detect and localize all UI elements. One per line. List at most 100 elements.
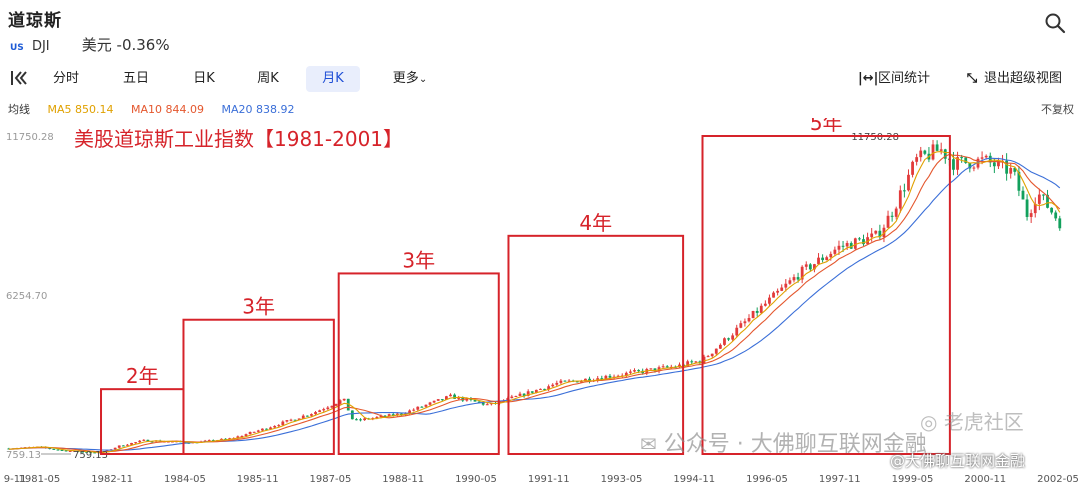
candle-body [862, 239, 865, 245]
candle-body [968, 162, 972, 169]
candle-body [281, 421, 285, 426]
candle-body [363, 418, 367, 421]
candle-body [776, 290, 780, 293]
candle-body [60, 449, 64, 451]
period-annotation-label: 3年 [242, 295, 275, 319]
candle-body [355, 419, 358, 421]
x-tick-label: 1984-05 [164, 474, 206, 485]
candle-body [48, 448, 52, 450]
period-annotation-box [182, 318, 335, 455]
candle-body [984, 155, 988, 158]
candle-body [800, 266, 804, 280]
candle-body [584, 378, 587, 381]
candle-body [637, 370, 640, 372]
candle-body [653, 368, 657, 372]
candle-body [310, 414, 313, 416]
candle-body [1054, 212, 1058, 219]
candle-body [960, 157, 964, 159]
candle-body [146, 439, 150, 442]
candle-body [931, 144, 935, 160]
candle-body [759, 305, 763, 313]
candle-body [130, 442, 133, 445]
candle-body [992, 162, 996, 167]
price-adjust-toggle[interactable]: 不复权 [1041, 103, 1074, 116]
x-tick-label: 1981-05 [19, 474, 61, 485]
candle-body [121, 445, 125, 447]
candle-body [297, 418, 301, 420]
candle-body [804, 264, 808, 267]
tab-five-day[interactable]: 五日 [122, 71, 149, 86]
ma10-value: MA10 844.09 [131, 103, 204, 116]
candle-body [432, 400, 436, 403]
candle-body [477, 401, 481, 403]
x-tick-label: 1999-05 [892, 474, 934, 485]
ma5-value: MA5 850.14 [47, 103, 114, 116]
y-axis-label: 11750.28 [6, 132, 54, 143]
period-tabs: 分时 五日 日K 周K 月K 更多⌄ |↔|区间统计 ⤡ 退出超级视图 [0, 64, 1080, 92]
header: 道琼斯 US DJI 美元 -0.36% [8, 6, 170, 54]
candle-body [436, 399, 440, 401]
period-annotation-box [337, 272, 500, 455]
candle-body [461, 397, 465, 401]
tab-weekly-k[interactable]: 周K [257, 71, 279, 86]
candle-body [988, 155, 992, 163]
candle-body [265, 428, 268, 430]
candle-body [841, 245, 845, 247]
candle-body [338, 400, 342, 404]
candle-body [727, 338, 730, 340]
interval-stats-label: 区间统计 [878, 71, 931, 86]
search-icon[interactable] [1044, 12, 1066, 34]
tab-more-label: 更多 [392, 71, 419, 86]
tab-daily-k[interactable]: 日K [193, 71, 215, 86]
candle-body [289, 419, 293, 421]
candle-body [702, 356, 706, 364]
candle-body [559, 380, 563, 383]
candle-body [735, 327, 739, 336]
candle-body [894, 208, 898, 217]
candle-body [886, 215, 890, 228]
ma20-line [8, 157, 1061, 451]
candle-body [1021, 190, 1025, 200]
candle-body [256, 430, 260, 432]
candle-body [551, 384, 555, 387]
candle-body [514, 395, 518, 397]
candle-body [596, 378, 600, 381]
candle-body [1042, 194, 1045, 196]
candle-body [743, 321, 747, 324]
candle-body [964, 157, 968, 163]
candle-body [56, 449, 60, 451]
x-tick-label: 1991-11 [528, 474, 570, 485]
candle-body [342, 398, 346, 401]
wechat-watermark-text: 公众号 · 大佛聊互联网金融 [663, 432, 927, 457]
candle-body [211, 440, 215, 442]
candle-body [882, 227, 886, 238]
candle-body [813, 264, 816, 270]
shrink-icon: ⤡ [966, 71, 978, 86]
interval-stats-button[interactable]: |↔|区间统计 [858, 66, 930, 92]
tab-monthly-k[interactable]: 月K [306, 66, 360, 92]
candle-body [633, 370, 636, 372]
tab-more[interactable]: 更多⌄ [384, 66, 436, 92]
candle-body [207, 440, 211, 442]
candle-body [878, 230, 882, 238]
candle-body [686, 361, 690, 367]
candle-body [183, 441, 187, 443]
candle-body [923, 150, 927, 154]
quote-row: US DJI 美元 -0.36% [10, 34, 170, 55]
wechat-watermark: ✉ 公众号 · 大佛聊互联网金融 [640, 426, 927, 458]
candle-body [980, 157, 984, 159]
candle-body [902, 190, 906, 192]
x-tick-label: 1997-11 [819, 474, 861, 485]
candle-body [248, 431, 252, 435]
candle-body [808, 264, 812, 270]
tab-intraday[interactable]: 分时 [52, 71, 79, 86]
candle-body [428, 402, 432, 405]
candle-body [706, 356, 710, 358]
exit-fullscreen-button[interactable]: ⤡ 退出超级视图 [964, 66, 1062, 92]
x-tick-label: 1987-05 [310, 474, 352, 485]
us-flag-icon: US [10, 43, 24, 53]
collapse-sidebar-icon[interactable] [10, 70, 28, 86]
candle-body [547, 386, 551, 390]
candle-body [624, 372, 628, 376]
